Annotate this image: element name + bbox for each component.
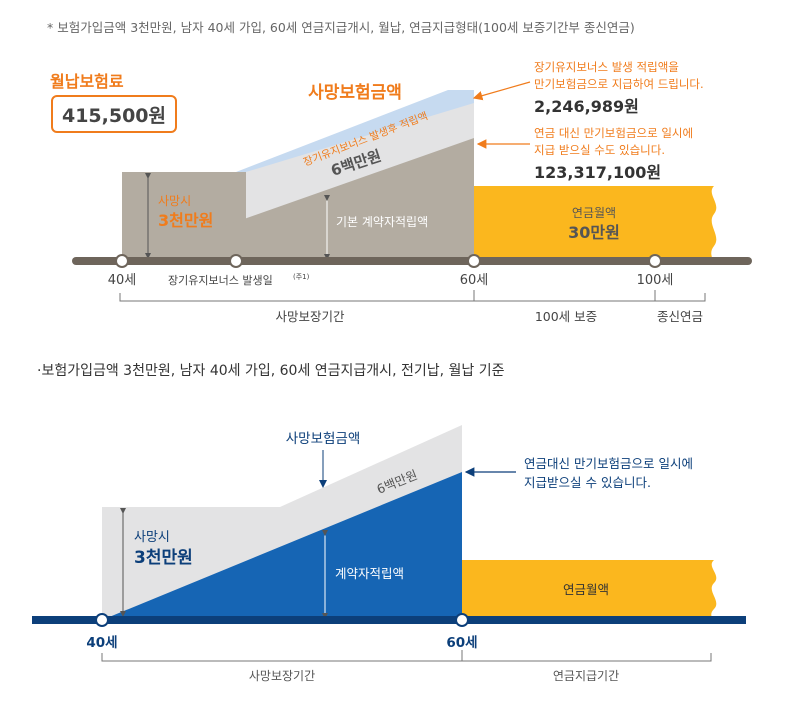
reserve-area: [122, 138, 474, 262]
top-diagram: * 보험가입금액 3천만원, 남자 40세 가입, 60세 연금지급개시, 월납…: [47, 20, 752, 324]
basic-reserve-label: 기본 계약자적립액: [336, 214, 428, 229]
bottom-period-bracket: [101, 653, 712, 662]
period-bracket: [119, 293, 706, 302]
top-note: * 보험가입금액 3천만원, 남자 40세 가입, 60세 연금지급개시, 월납…: [47, 20, 635, 35]
annuity-label: 연금월액: [572, 206, 616, 220]
bottom-period-death-label: 사망보장기간: [249, 669, 315, 683]
bottom-period-annuity-label: 연금지급기간: [553, 669, 619, 683]
bonus-strip: [236, 90, 474, 172]
bonus-date-label: 장기유지보너스 발생일: [168, 273, 273, 287]
premium-label: 월납보험료: [50, 72, 124, 91]
bottom-point-60: [455, 613, 469, 627]
bonus-date-sup: (주1): [293, 273, 310, 281]
bonus-note-arrow: [472, 81, 531, 101]
bonus-note-line2: 만기보험금으로 지급하여 드립니다.: [534, 77, 704, 91]
period-death-label: 사망보장기간: [275, 309, 345, 324]
bottom-timeline: [32, 616, 746, 624]
death-at-label: 사망시: [158, 194, 191, 208]
annuity-block: [474, 186, 717, 262]
bonus-amount: 2,246,989원: [534, 97, 639, 116]
bottom-reserve-area: [102, 472, 462, 620]
bonus-note-line1: 장기유지보너스 발생 적립액을: [534, 60, 679, 74]
age-40-label: 40세: [108, 273, 137, 288]
premium-value: 415,500원: [62, 105, 166, 127]
period-lifetime-label: 종신연금: [657, 309, 703, 324]
point-bonus: [229, 254, 243, 268]
bottom-diagram: ·보험가입금액 3천만원, 남자 40세 가입, 60세 연금지급개시, 전기납…: [32, 363, 746, 683]
bottom-death-benefit-label: 사망보험금액: [286, 431, 361, 447]
lump-note-line1: 연금 대신 만기보험금으로 일시에: [534, 126, 693, 140]
bottom-note: ·보험가입금액 3천만원, 남자 40세 가입, 60세 연금지급개시, 전기납…: [37, 363, 505, 379]
premium-box: [51, 95, 177, 133]
bottom-lump-note-line2: 지급받으실 수 있습니다.: [524, 475, 651, 490]
point-100: [648, 254, 662, 268]
bottom-reserve-label: 계약자적립액: [335, 566, 404, 581]
annuity-amount: 30만원: [568, 223, 620, 242]
age-100-label: 100세: [637, 273, 674, 288]
point-60: [467, 254, 481, 268]
death-benefit-label: 사망보험금액: [308, 82, 402, 103]
lump-amount: 123,317,100원: [534, 163, 661, 182]
bottom-annuity-label: 연금월액: [563, 582, 609, 597]
death-at-amount: 3천만원: [158, 211, 213, 230]
point-40: [115, 254, 129, 268]
bottom-death-at-amount: 3천만원: [134, 548, 193, 568]
bottom-annuity-block: [462, 560, 717, 620]
bottom-death-at-label: 사망시: [134, 530, 170, 545]
bottom-point-40: [95, 613, 109, 627]
bottom-age-40-label: 40세: [86, 635, 117, 651]
bottom-age-60-label: 60세: [446, 635, 477, 651]
lump-note-line2: 지급 받으실 수도 있습니다.: [534, 143, 665, 157]
period-guarantee-label: 100세 보증: [535, 309, 597, 324]
age-60-label: 60세: [460, 273, 489, 288]
bottom-lump-note-line1: 연금대신 만기보험금으로 일시에: [524, 456, 693, 471]
